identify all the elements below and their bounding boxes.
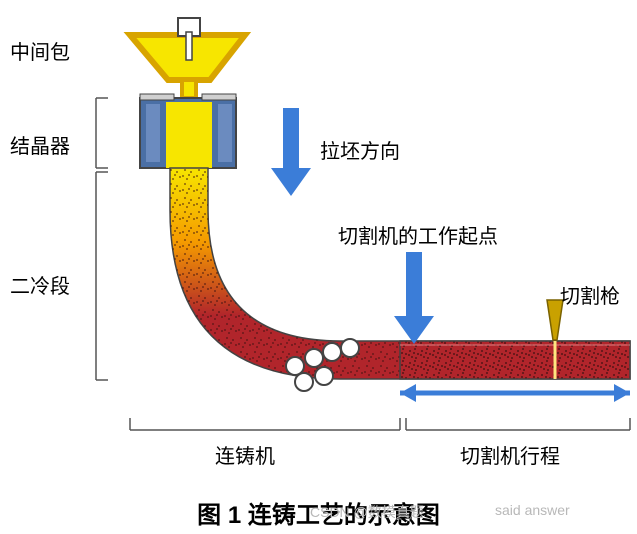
casting-direction-arrow [271, 108, 311, 196]
bracket-caster [130, 418, 400, 430]
watermark-left: CSDN @数模真题 [310, 502, 424, 522]
label-tundish: 中间包 [10, 36, 70, 65]
bracket-mold [96, 98, 108, 168]
cutter-stroke-arrow [400, 384, 630, 402]
label-mold: 结晶器 [10, 130, 70, 159]
label-secondary-cooling: 二冷段 [10, 270, 70, 299]
cutter-start-arrow [394, 252, 434, 344]
label-cutter-start: 切割机的工作起点 [338, 220, 498, 249]
bracket-cutter-stroke [406, 418, 630, 430]
label-caster-machine: 连铸机 [215, 440, 275, 469]
mold-icon [140, 94, 236, 168]
tundish-icon [130, 18, 245, 98]
watermark-right: said answer [495, 502, 570, 518]
label-casting-direction: 拉坯方向 [320, 135, 400, 164]
solid-slab [400, 341, 630, 379]
bracket-secondary-cooling [96, 172, 108, 380]
label-cutting-torch: 切割枪 [560, 280, 620, 309]
label-cutter-stroke: 切割机行程 [460, 440, 560, 469]
